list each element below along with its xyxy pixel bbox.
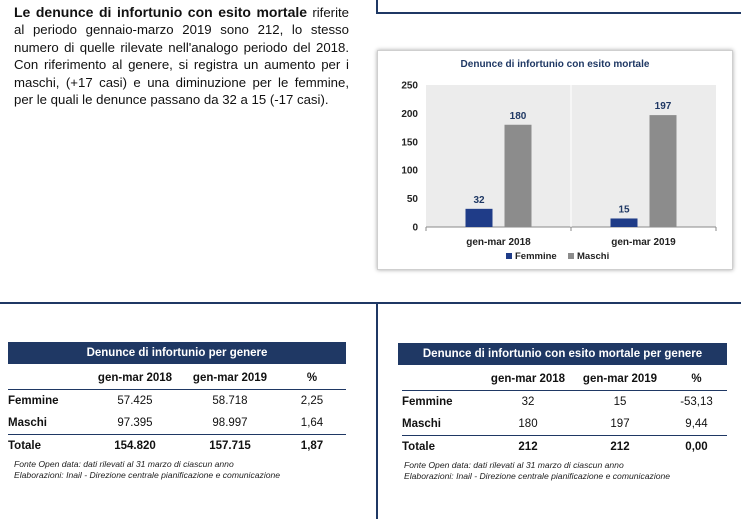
row-label: Femmine [8,395,59,407]
table2-notes: Fonte Open data: dati rilevati al 31 mar… [404,460,734,482]
table2-title: Denunce di infortunio con esito mortale … [398,343,727,365]
table2-col-header: gen-mar 2018 [482,368,574,391]
table2-elab-note: Elaborazioni: Inail - Direzione centrale… [404,471,671,481]
table1-col-header: gen-mar 2019 [182,367,278,390]
cell: 197 [610,418,630,430]
row-label: Maschi [402,418,441,430]
cell: 157.715 [182,434,278,457]
y-tick-label: 0 [412,223,418,234]
cell: 0,00 [666,435,727,458]
horizontal-divider-middle [0,302,741,304]
table-total-row: Totale 154.820 157.715 1,87 [8,434,346,457]
cell: 15 [613,396,627,408]
table-row: Femmine 57.425 58.718 2,25 [8,390,346,413]
vertical-divider-bottom [376,302,378,519]
table1-source-note: Fonte Open data: dati rilevati al 31 mar… [14,459,234,469]
vertical-divider-top [376,0,378,14]
legend-swatch-maschi [568,253,574,259]
legend-label: Maschi [577,251,609,262]
bar-femmine [465,208,493,227]
cell: 2,25 [300,395,324,407]
cell: 180 [518,418,538,430]
table-row: Maschi 180 197 9,44 [402,413,727,436]
table1-elab-note: Elaborazioni: Inail - Direzione centrale… [14,470,281,480]
table1-col-header: gen-mar 2018 [88,367,182,390]
x-tick-label: gen-mar 2018 [466,237,531,248]
intro-body: riferite al periodo gennaio-marzo 2019 s… [14,5,349,108]
cell: 9,44 [685,418,708,430]
table2-col-header: % [666,368,727,391]
chart-title: Denunce di infortunio con esito mortale [460,59,650,70]
bar-chart: 0 50 100 150 200 250 32 180 gen-mar 2018 15 197 gen… [401,81,717,262]
table1-notes: Fonte Open data: dati rilevati al 31 mar… [14,459,354,481]
table2-col-header: gen-mar 2019 [574,368,666,391]
data-label: 15 [618,204,630,215]
cell: 212 [574,435,666,458]
cell: 154.820 [88,434,182,457]
chart-panel: Denunce di infortunio con esito mortale … [377,50,733,270]
table1-col-header: % [278,367,346,390]
data-label: 180 [510,111,527,122]
intro-paragraph: Le denunce di infortunio con esito morta… [14,4,349,108]
legend-label: Femmine [515,251,557,262]
y-tick-label: 100 [401,166,418,177]
table2-source-note: Fonte Open data: dati rilevati al 31 mar… [404,460,624,470]
row-label: Totale [8,434,88,457]
y-tick-label: 250 [401,81,418,92]
cell: 1,87 [278,434,346,457]
cell: -53,13 [680,396,713,408]
y-tick-label: 200 [401,109,418,120]
bar-maschi [504,124,532,227]
table1-title: Denunce di infortunio per genere [8,342,346,364]
table1-corner [8,367,88,390]
table-row: Femmine 32 15 -53,13 [402,391,727,414]
horizontal-divider-top-right [378,12,741,14]
bar-maschi [649,115,677,227]
cell: 1,64 [300,417,324,429]
cell: 98.997 [212,417,248,429]
legend-swatch-femmine [506,253,512,259]
table2-header-row: gen-mar 2018 gen-mar 2019 % [402,368,727,391]
data-label: 32 [473,195,485,206]
cell: 58.718 [212,395,248,407]
table1: gen-mar 2018 gen-mar 2019 % Femmine 57.4… [8,367,346,457]
table2: gen-mar 2018 gen-mar 2019 % Femmine 32 1… [402,368,727,458]
row-label: Femmine [402,396,453,408]
cell: 32 [521,396,535,408]
table-row: Maschi 97.395 98.997 1,64 [8,412,346,435]
data-label: 197 [655,101,672,112]
table2-corner [402,368,482,391]
row-label: Maschi [8,417,47,429]
y-tick-label: 50 [407,194,419,205]
y-tick-label: 150 [401,137,418,148]
row-label: Totale [402,435,482,458]
bar-femmine [610,218,638,227]
cell: 57.425 [117,395,153,407]
cell: 212 [482,435,574,458]
x-tick-label: gen-mar 2019 [611,237,676,248]
cell: 97.395 [117,417,153,429]
table-total-row: Totale 212 212 0,00 [402,435,727,458]
intro-title: Le denunce di infortunio con esito morta… [14,4,308,20]
table1-header-row: gen-mar 2018 gen-mar 2019 % [8,367,346,390]
